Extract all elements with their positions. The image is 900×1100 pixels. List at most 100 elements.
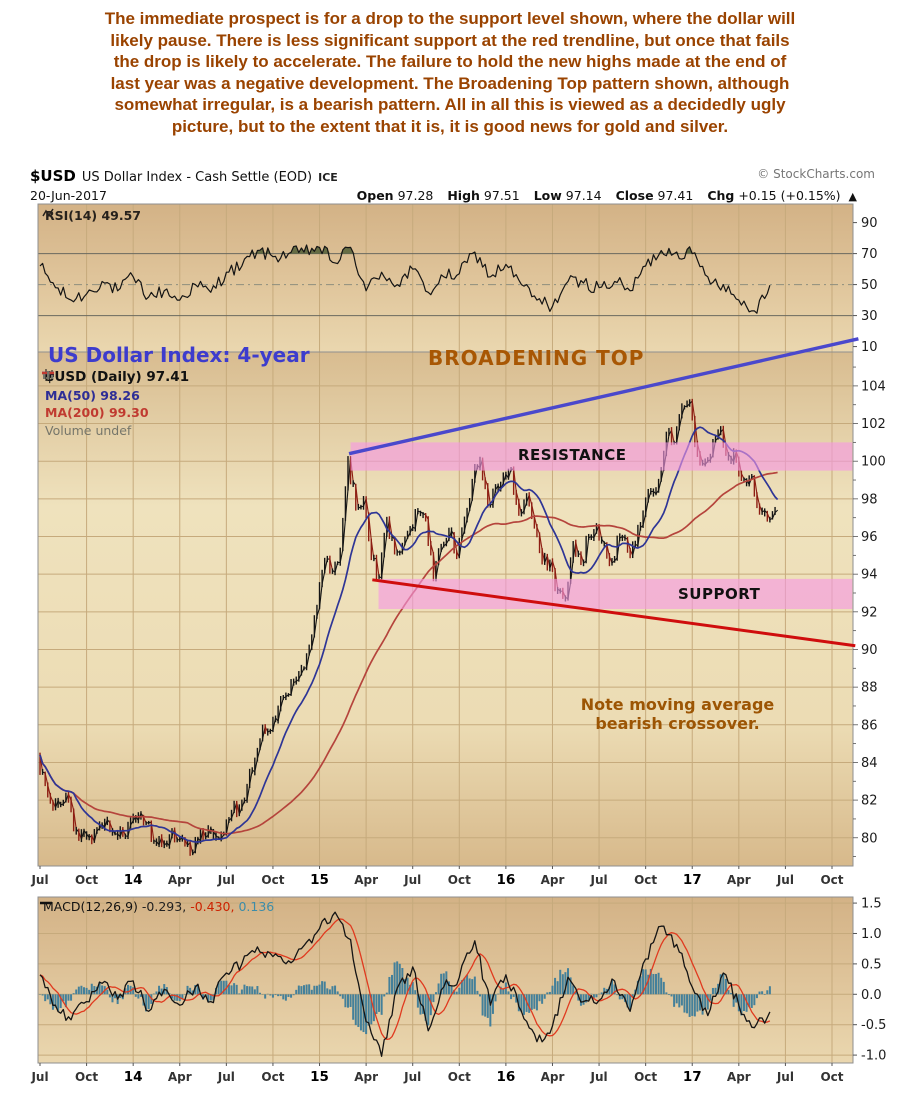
svg-text:Oct: Oct xyxy=(448,873,471,887)
legend-volume-text: Volume undef xyxy=(45,422,132,438)
chg-value: +0.15 (+0.15%) xyxy=(738,188,841,203)
svg-text:17: 17 xyxy=(683,872,702,888)
svg-text:50: 50 xyxy=(861,278,878,293)
rsi-legend: RSI(14) 49.57 xyxy=(42,208,141,223)
macd-legend: MACD(12,26,9) -0.293, -0.430, 0.136 xyxy=(40,899,274,914)
svg-text:Oct: Oct xyxy=(820,873,843,887)
svg-text:Apr: Apr xyxy=(541,873,565,887)
low-value: 97.14 xyxy=(565,188,602,203)
svg-text:70: 70 xyxy=(861,247,878,262)
low-label: Low xyxy=(533,188,562,203)
svg-text:14: 14 xyxy=(124,872,143,888)
legend-ma50-row: MA(50) 98.26 xyxy=(42,371,189,405)
svg-text:Jul: Jul xyxy=(30,873,48,887)
svg-text:100: 100 xyxy=(861,455,886,470)
svg-text:84: 84 xyxy=(861,756,878,771)
svg-text:-0.5: -0.5 xyxy=(861,1018,886,1033)
chart-header-row2: 20-Jun-2017 Open 97.28 High 97.51 Low 97… xyxy=(30,188,857,205)
ohlc-strip: Open 97.28 High 97.51 Low 97.14 Close 97… xyxy=(347,188,857,203)
svg-text:92: 92 xyxy=(861,605,878,620)
svg-text:80: 80 xyxy=(861,831,878,846)
svg-text:Jul: Jul xyxy=(217,873,235,887)
chart-area: 104 102 100 98 96 94 92 90 88 86 84 82 80 90 70 50 30 10 1… xyxy=(0,165,900,1100)
svg-text:-1.0: -1.0 xyxy=(861,1049,886,1064)
instrument-name: US Dollar Index - Cash Settle (EOD) xyxy=(81,170,313,185)
svg-text:30: 30 xyxy=(861,309,878,324)
svg-text:0.5: 0.5 xyxy=(861,957,882,972)
svg-text:Jul: Jul xyxy=(589,1070,607,1084)
high-label: High xyxy=(447,188,480,203)
close-value: 97.41 xyxy=(657,188,694,203)
svg-text:90: 90 xyxy=(861,216,878,231)
macd-value: -0.293, xyxy=(141,899,187,914)
svg-text:Jul: Jul xyxy=(217,1070,235,1084)
svg-text:Oct: Oct xyxy=(75,873,98,887)
macd-legend-name: MACD(12,26,9) xyxy=(43,899,138,914)
legend-ma50-text: MA(50) 98.26 xyxy=(45,387,140,403)
close-label: Close xyxy=(615,188,654,203)
chart-title-left: US Dollar Index: 4-year xyxy=(48,343,310,367)
svg-text:Oct: Oct xyxy=(634,1070,657,1084)
svg-text:Apr: Apr xyxy=(727,1070,751,1084)
svg-text:1.0: 1.0 xyxy=(861,927,882,942)
svg-text:94: 94 xyxy=(861,568,878,583)
support-label: SUPPORT xyxy=(678,585,761,603)
svg-text:Apr: Apr xyxy=(354,1070,378,1084)
chg-up-arrow-icon: ▲ xyxy=(848,190,857,203)
svg-text:Jul: Jul xyxy=(403,1070,421,1084)
svg-text:Oct: Oct xyxy=(261,873,284,887)
svg-text:Oct: Oct xyxy=(448,1070,471,1084)
svg-text:Jul: Jul xyxy=(30,1070,48,1084)
chart-plot-svg: 104 102 100 98 96 94 92 90 88 86 84 82 80 90 70 50 30 10 1… xyxy=(30,203,886,1085)
svg-text:Apr: Apr xyxy=(354,873,378,887)
svg-text:16: 16 xyxy=(496,1069,515,1085)
legend-ma200-row: MA(200) 99.30 xyxy=(42,371,189,422)
legend-volume-row: Volume undef xyxy=(42,371,189,440)
symbol-label: $USD xyxy=(30,167,76,185)
open-label: Open xyxy=(356,188,394,203)
svg-text:16: 16 xyxy=(496,872,515,888)
svg-text:98: 98 xyxy=(861,492,878,507)
svg-text:Oct: Oct xyxy=(820,1070,843,1084)
exchange-label: ICE xyxy=(318,171,338,184)
svg-text:Jul: Jul xyxy=(403,873,421,887)
svg-text:Apr: Apr xyxy=(168,1070,192,1084)
svg-text:10: 10 xyxy=(861,340,878,355)
svg-text:90: 90 xyxy=(861,643,878,658)
legend-usd-row: $USD (Daily) 97.41 xyxy=(42,369,189,387)
commentary-text: The immediate prospect is for a drop to … xyxy=(104,9,796,136)
svg-text:Apr: Apr xyxy=(168,873,192,887)
svg-text:Oct: Oct xyxy=(75,1070,98,1084)
rsi-legend-text: RSI(14) 49.57 xyxy=(45,208,141,223)
open-value: 97.28 xyxy=(397,188,434,203)
resistance-label: RESISTANCE xyxy=(518,446,627,464)
quote-date: 20-Jun-2017 xyxy=(30,188,107,203)
legend-usd-text: $USD (Daily) 97.41 xyxy=(45,369,190,385)
svg-text:Jul: Jul xyxy=(776,873,794,887)
copyright-text: © StockCharts.com xyxy=(757,167,875,181)
macd-signal-value: -0.430, xyxy=(190,899,235,914)
svg-text:102: 102 xyxy=(861,417,886,432)
svg-text:104: 104 xyxy=(861,379,886,394)
svg-text:0.0: 0.0 xyxy=(861,988,882,1003)
svg-text:Apr: Apr xyxy=(541,1070,565,1084)
svg-text:Oct: Oct xyxy=(634,873,657,887)
svg-text:82: 82 xyxy=(861,794,878,809)
svg-text:1.5: 1.5 xyxy=(861,897,882,912)
svg-text:86: 86 xyxy=(861,718,878,733)
svg-text:Jul: Jul xyxy=(776,1070,794,1084)
svg-text:Oct: Oct xyxy=(261,1070,284,1084)
svg-text:17: 17 xyxy=(683,1069,702,1085)
svg-text:15: 15 xyxy=(310,872,329,888)
legend-ma200-text: MA(200) 99.30 xyxy=(45,405,149,420)
svg-text:Jul: Jul xyxy=(589,873,607,887)
high-value: 97.51 xyxy=(483,188,520,203)
macd-hist-value: 0.136 xyxy=(238,899,275,914)
svg-text:15: 15 xyxy=(310,1069,329,1085)
svg-text:88: 88 xyxy=(861,681,878,696)
svg-text:96: 96 xyxy=(861,530,878,545)
chart-header-row1: © StockCharts.com $USD US Dollar Index - … xyxy=(30,167,875,187)
chg-label: Chg xyxy=(707,188,735,203)
chart-title-broadening-top: BROADENING TOP xyxy=(428,346,645,370)
